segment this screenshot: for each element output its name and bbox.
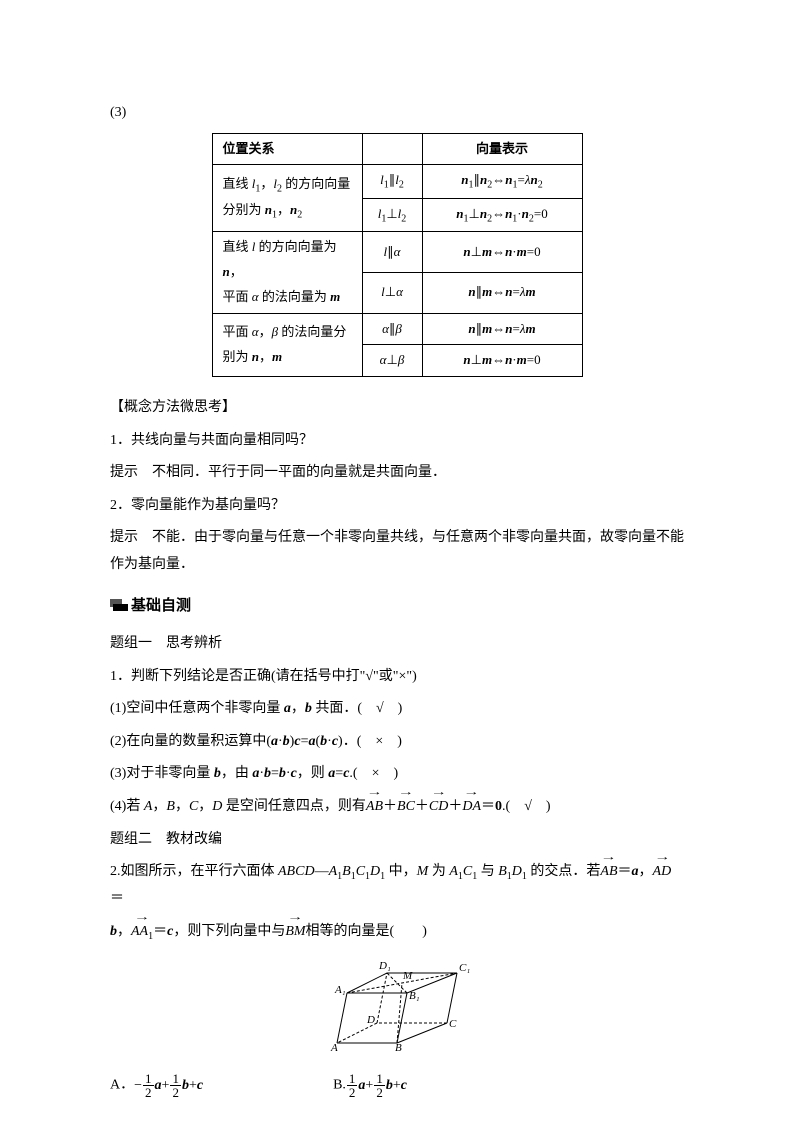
svg-text:D₁: D₁ <box>378 960 391 972</box>
cell: l1⊥l2 <box>362 198 422 232</box>
svg-text:C₁: C₁ <box>459 962 470 974</box>
svg-text:A: A <box>330 1042 338 1053</box>
section-title: 基础自测 <box>131 592 191 621</box>
svg-text:B: B <box>395 1042 402 1053</box>
concept-heading: 【概念方法微思考】 <box>110 395 684 422</box>
cell: α⊥β <box>362 345 422 377</box>
question-2: 2．零向量能作为基向量吗？ <box>110 493 684 520</box>
answer-1: 提示 不相同．平行于同一平面的向量就是共面向量． <box>110 460 684 487</box>
judge-4: (4)若 A，B，C，D 是空间任意四点，则有AB＋BC＋CD＋DA＝0.( √… <box>110 794 684 821</box>
th-blank <box>362 133 422 165</box>
problem-2-line2: b，AA1＝c，则下列向量中与BM相等的向量是( ) <box>110 919 684 946</box>
answer-choices: A．−12a+12b+c B.12a+12b+c <box>110 1072 684 1099</box>
cell-desc-3: 平面 α，β 的法向量分别为 n，m <box>212 313 362 376</box>
cell: l⊥α <box>362 273 422 314</box>
question-1: 1．共线向量与共面向量相同吗？ <box>110 428 684 455</box>
relations-table: 位置关系 向量表示 直线 l1，l2 的方向向量分别为 n1，n2 l1∥l2 … <box>212 133 583 377</box>
judge-1: (1)空间中任意两个非零向量 a，b 共面．( √ ) <box>110 696 684 723</box>
svg-text:D: D <box>366 1014 375 1026</box>
judge-intro: 1．判断下列结论是否正确(请在括号中打"√"或"×") <box>110 664 684 691</box>
cell-desc-2: 直线 l 的方向向量为 n，平面 α 的法向量为 m <box>212 232 362 313</box>
choice-a: A．−12a+12b+c <box>110 1072 203 1099</box>
answer-2: 提示 不能．由于零向量与任意一个非零向量共线，与任意两个非零向量共面，故零向量不… <box>110 525 684 578</box>
judge-2: (2)在向量的数量积运算中(a·b)c=a(b·c)．( × ) <box>110 729 684 756</box>
cell: l∥α <box>362 232 422 273</box>
cell: n⊥m⇔n·m=0 <box>422 232 582 273</box>
cell: n1⊥n2⇔n1·n2=0 <box>422 198 582 232</box>
svg-text:C: C <box>449 1018 457 1030</box>
cell: n∥m⇔n=λm <box>422 273 582 314</box>
cube-svg: A B C D A₁ B₁ C₁ D₁ M <box>317 953 477 1053</box>
cell: n1∥n2⇔n1=λn2 <box>422 165 582 199</box>
cell: n⊥m⇔n·m=0 <box>422 345 582 377</box>
cell: l1∥l2 <box>362 165 422 199</box>
parallelepiped-figure: A B C D A₁ B₁ C₁ D₁ M <box>110 953 684 1064</box>
svg-text:M: M <box>402 970 413 982</box>
group-1-heading: 题组一 思考辨析 <box>110 631 684 658</box>
section-basic-test: 基础自测 <box>110 592 684 621</box>
th-relation: 位置关系 <box>212 133 362 165</box>
cell-desc-1: 直线 l1，l2 的方向向量分别为 n1，n2 <box>212 165 362 232</box>
subsection-label: (3) <box>110 100 684 127</box>
problem-2-line1: 2.如图所示，在平行六面体 ABCD—A1B1C1D1 中，M 为 A1C1 与… <box>110 859 684 912</box>
th-vector: 向量表示 <box>422 133 582 165</box>
svg-text:B₁: B₁ <box>409 990 420 1002</box>
cell: α∥β <box>362 313 422 345</box>
svg-text:A₁: A₁ <box>334 984 346 996</box>
cell: n∥m⇔n=λm <box>422 313 582 345</box>
choice-b: B.12a+12b+c <box>333 1072 407 1099</box>
section-icon <box>110 599 125 614</box>
